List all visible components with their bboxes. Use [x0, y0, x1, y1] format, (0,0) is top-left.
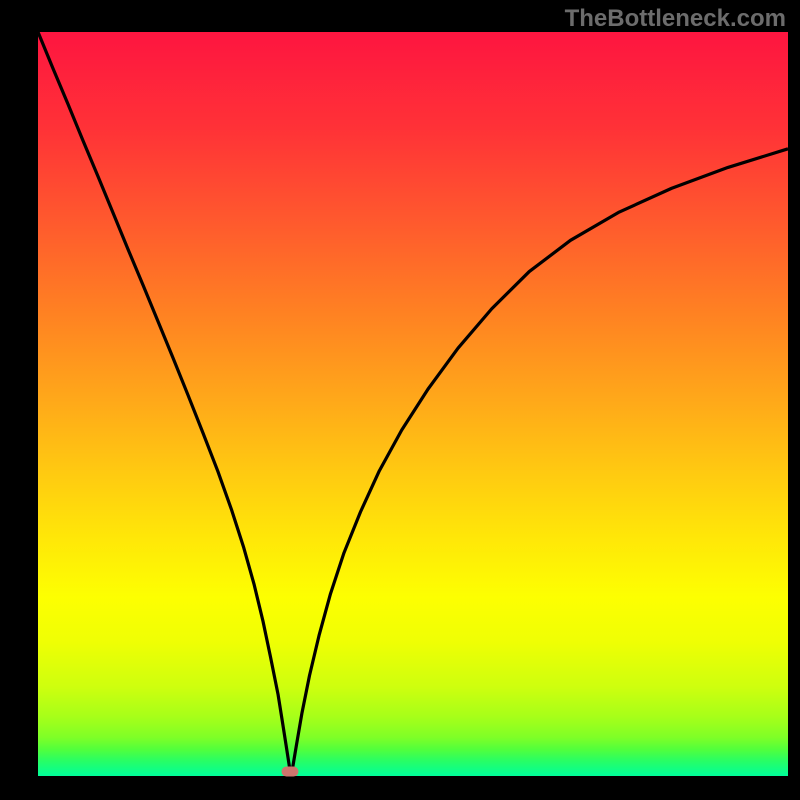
minimum-marker — [282, 767, 299, 777]
plot-area — [38, 32, 788, 776]
bottleneck-curve — [38, 32, 788, 776]
watermark-text: TheBottleneck.com — [565, 5, 786, 33]
chart-frame: TheBottleneck.com — [0, 0, 800, 800]
bottleneck-curve-svg — [38, 32, 788, 776]
